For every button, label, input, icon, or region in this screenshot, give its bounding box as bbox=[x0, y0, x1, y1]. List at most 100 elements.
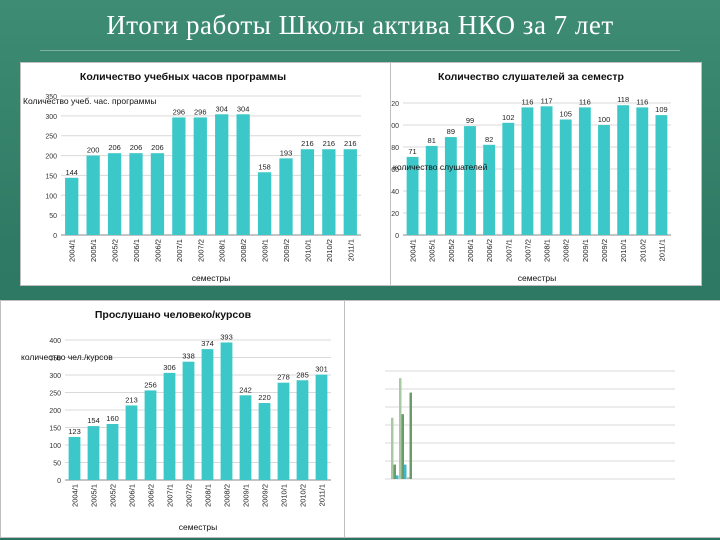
x-tick-label: 2007/1 bbox=[166, 484, 175, 507]
data-label: 123 bbox=[68, 427, 81, 436]
title-divider bbox=[40, 50, 680, 51]
bar bbox=[258, 403, 271, 480]
y-tick-label: 20 bbox=[391, 211, 399, 218]
y-tick-label: 300 bbox=[49, 373, 61, 380]
bar bbox=[636, 107, 649, 235]
bar bbox=[106, 424, 119, 480]
data-label: 154 bbox=[87, 416, 100, 425]
x-tick-label: 2005/1 bbox=[428, 239, 437, 262]
bar bbox=[617, 105, 630, 235]
bar bbox=[502, 122, 515, 235]
bar bbox=[406, 156, 419, 235]
data-label: 158 bbox=[258, 162, 271, 171]
bar bbox=[86, 155, 100, 235]
bar bbox=[65, 177, 79, 235]
bar bbox=[144, 390, 157, 480]
x-tick-label: 2005/2 bbox=[111, 239, 120, 262]
data-label: 296 bbox=[173, 107, 186, 116]
bar bbox=[425, 145, 438, 235]
data-label: 213 bbox=[125, 395, 138, 404]
bar bbox=[540, 106, 553, 235]
x-tick-label: 2010/2 bbox=[299, 484, 308, 507]
bar bbox=[391, 417, 394, 479]
x-tick-label: 2009/1 bbox=[581, 239, 590, 262]
chart-people: 0 50 100 150 200 250 300 350 400 123 2004/1 154 2005… bbox=[21, 309, 331, 532]
bar bbox=[220, 342, 233, 480]
chart-people-panel: 0 50 100 150 200 250 300 350 400 123 2004/1 154 2005… bbox=[0, 300, 346, 538]
data-label: 105 bbox=[559, 110, 572, 119]
x-tick-label: 2008/1 bbox=[218, 239, 227, 262]
data-label: 144 bbox=[65, 168, 78, 177]
data-label: 81 bbox=[428, 136, 436, 145]
y-tick-label: 200 bbox=[45, 154, 57, 161]
y-tick-label: 350 bbox=[45, 94, 57, 101]
data-label: 242 bbox=[239, 385, 252, 394]
bar bbox=[239, 395, 252, 480]
data-label: 285 bbox=[296, 370, 309, 379]
data-label: 256 bbox=[144, 380, 157, 389]
data-label: 117 bbox=[541, 96, 553, 105]
x-tick-label: 2010/1 bbox=[619, 239, 628, 262]
x-tick-label: 2006/1 bbox=[128, 484, 137, 507]
bar bbox=[236, 114, 250, 235]
data-label: 160 bbox=[106, 414, 119, 423]
bar bbox=[393, 464, 396, 479]
data-label: 99 bbox=[466, 116, 474, 125]
data-label: 116 bbox=[521, 97, 533, 106]
data-label: 278 bbox=[277, 373, 290, 382]
x-tick-label: 2005/2 bbox=[109, 484, 118, 507]
data-label: 118 bbox=[617, 95, 629, 104]
x-tick-label: 2009/2 bbox=[600, 239, 609, 262]
bar bbox=[129, 153, 143, 235]
data-label: 206 bbox=[130, 143, 143, 152]
bar bbox=[150, 153, 165, 235]
x-tick-label: 2006/1 bbox=[132, 239, 141, 262]
y-tick-label: 150 bbox=[45, 173, 57, 180]
bar bbox=[401, 414, 404, 479]
data-label: 374 bbox=[201, 339, 214, 348]
x-tick-label: 2007/2 bbox=[523, 239, 532, 262]
y-tick-label: 0 bbox=[57, 478, 61, 485]
y-tick-label: 400 bbox=[49, 338, 61, 345]
bar bbox=[300, 149, 315, 235]
x-tick-label: 2010/1 bbox=[280, 484, 289, 507]
bar bbox=[559, 119, 572, 235]
bar bbox=[163, 372, 176, 480]
y-tick-label: 100 bbox=[45, 193, 57, 200]
data-label: 216 bbox=[344, 139, 357, 148]
x-tick-label: 2005/2 bbox=[447, 239, 456, 262]
bar bbox=[279, 158, 293, 235]
bar bbox=[68, 436, 81, 480]
y-tick-label: 40 bbox=[391, 189, 399, 196]
data-label: 304 bbox=[237, 104, 250, 113]
y-tick-label: 80 bbox=[391, 145, 399, 152]
bar bbox=[125, 405, 138, 480]
x-tick-label: 2008/2 bbox=[562, 239, 571, 262]
x-tick-label: 2007/1 bbox=[504, 239, 513, 262]
data-label: 116 bbox=[636, 97, 648, 106]
data-label: 216 bbox=[301, 139, 314, 148]
x-tick-label: 2010/2 bbox=[325, 239, 334, 262]
data-label: 216 bbox=[323, 139, 336, 148]
chart-students-panel: 0 20 40 60 80 100 120 71 2004/1 81 2005/1 89 2005/2 9… bbox=[390, 62, 702, 286]
x-tick-label: 2009/1 bbox=[242, 484, 251, 507]
bar bbox=[655, 115, 668, 235]
bar bbox=[483, 144, 496, 235]
x-tick-label: 2009/2 bbox=[261, 484, 270, 507]
x-tick-label: 2011/1 bbox=[346, 239, 355, 261]
bar bbox=[578, 107, 591, 235]
data-label: 338 bbox=[182, 352, 195, 361]
data-label: 206 bbox=[108, 143, 121, 152]
chart-mini bbox=[385, 370, 675, 480]
bar bbox=[407, 477, 410, 479]
y-tick-label: 0 bbox=[395, 233, 399, 240]
x-tick-label: 2004/1 bbox=[68, 239, 77, 262]
x-tick-label: 2007/1 bbox=[175, 239, 184, 262]
y-tick-label: 250 bbox=[49, 391, 61, 398]
x-tick-label: 2011/1 bbox=[657, 239, 666, 261]
y-tick-label: 200 bbox=[49, 408, 61, 415]
data-label: 71 bbox=[408, 147, 416, 156]
x-tick-label: 2010/1 bbox=[303, 239, 312, 262]
bar bbox=[409, 392, 412, 479]
bar bbox=[396, 475, 399, 479]
